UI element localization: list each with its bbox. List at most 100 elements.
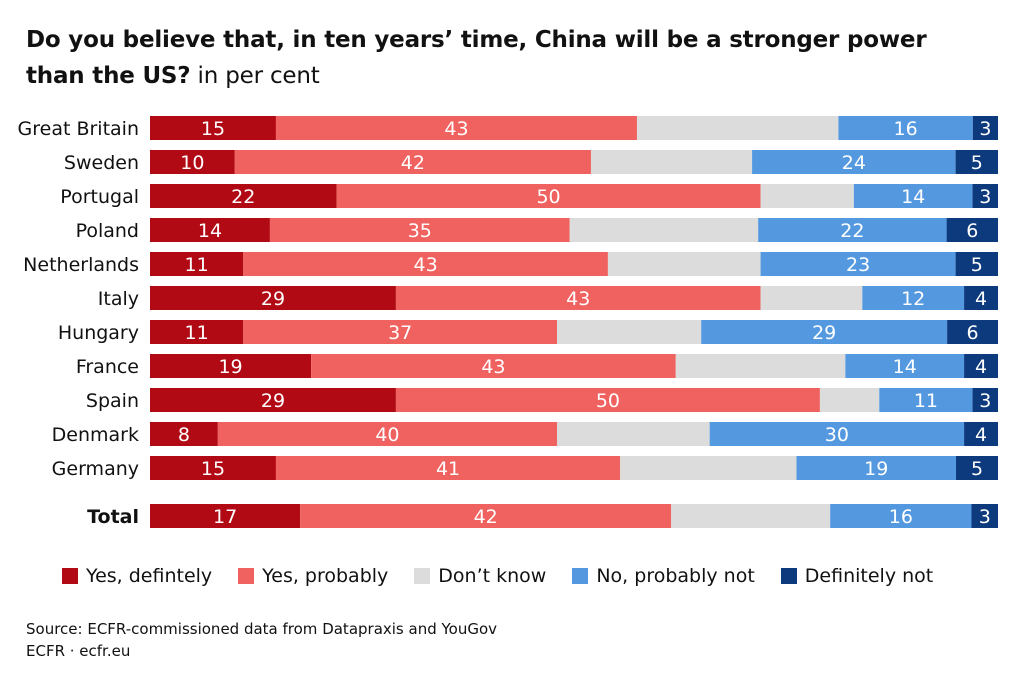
legend-label: Definitely not [804, 565, 934, 587]
chart-title-unit: in per cent [190, 63, 320, 89]
data-label: 8 [178, 424, 190, 446]
category-label: Sweden [64, 152, 139, 174]
bar-segment [760, 286, 863, 310]
bar-segment [838, 116, 973, 140]
bar-segment [150, 354, 312, 378]
data-label: 3 [979, 506, 991, 528]
bar-segment [862, 286, 965, 310]
bar-segment [557, 422, 710, 446]
data-label: 24 [842, 152, 866, 174]
data-label: 43 [444, 118, 468, 140]
bar-segment [243, 320, 558, 344]
bar-segment [150, 252, 244, 276]
bar-segment [150, 504, 301, 528]
data-label: 15 [201, 118, 225, 140]
category-label: Italy [98, 288, 139, 310]
bar-segment [972, 116, 998, 140]
legend-item-dont-know: Don’t know [414, 565, 546, 587]
data-label: 11 [185, 322, 209, 344]
data-label: 23 [846, 254, 870, 276]
legend-swatch [780, 568, 797, 584]
data-label: 6 [967, 322, 979, 344]
data-label: 3 [979, 390, 991, 412]
bar-segment [752, 150, 956, 174]
category-label: Germany [52, 458, 139, 480]
bar-segment [701, 320, 948, 344]
bar-segment [150, 388, 396, 412]
bar-segment [964, 354, 998, 378]
data-label: 19 [218, 356, 242, 378]
data-label: 29 [261, 288, 285, 310]
bar-segment [796, 456, 957, 480]
category-label: Great Britain [18, 118, 139, 140]
bar-segment [234, 150, 591, 174]
data-label: 17 [213, 506, 237, 528]
source-note: Source: ECFR-commissioned data from Data… [26, 618, 497, 662]
bar-segment [845, 354, 965, 378]
category-label: Poland [76, 220, 139, 242]
bar-segment [620, 456, 797, 480]
bar-segment [150, 116, 276, 140]
category-label: Hungary [58, 322, 139, 344]
category-label: Spain [86, 390, 139, 412]
legend-swatch [238, 568, 255, 584]
bar-segment [150, 218, 270, 242]
data-label: 5 [971, 254, 983, 276]
bar-segment [830, 504, 972, 528]
legend-item-yes-probably: Yes, probably [238, 565, 388, 587]
data-label: 41 [436, 458, 460, 480]
data-label: 11 [185, 254, 209, 276]
data-label: 43 [481, 356, 505, 378]
category-label: Netherlands [23, 254, 139, 276]
data-label: 14 [198, 220, 222, 242]
chart-legend: Yes, defintely Yes, probably Don’t know … [62, 562, 959, 590]
data-label: 42 [401, 152, 425, 174]
data-label: 16 [889, 506, 913, 528]
bar-segment [671, 504, 831, 528]
bar-segment [243, 252, 608, 276]
publisher-line: ECFR · ecfr.eu [26, 642, 131, 660]
data-label: 29 [261, 390, 285, 412]
bar-segment [955, 150, 998, 174]
bar-segment [336, 184, 761, 208]
data-label: 3 [979, 186, 991, 208]
data-label: 35 [408, 220, 432, 242]
data-label: 3 [979, 118, 991, 140]
bar-segment [947, 320, 998, 344]
bar-segment [557, 320, 702, 344]
bar-segment [150, 456, 276, 480]
data-label: 14 [901, 186, 925, 208]
data-label: 10 [180, 152, 204, 174]
data-label: 22 [231, 186, 255, 208]
bar-segment [819, 388, 880, 412]
bar-segment [150, 184, 337, 208]
data-label: 50 [596, 390, 620, 412]
bar-segment [955, 252, 998, 276]
data-label: 30 [825, 424, 849, 446]
data-label: 22 [840, 220, 864, 242]
data-label: 16 [894, 118, 918, 140]
legend-swatch [572, 568, 589, 584]
bar-segment [964, 422, 998, 446]
bar-segment [758, 218, 947, 242]
legend-label: Yes, defintely [86, 565, 213, 587]
category-label: Total [87, 506, 139, 528]
bar-segment [972, 388, 998, 412]
bar-segment [607, 252, 761, 276]
data-label: 50 [536, 186, 560, 208]
bar-segment [636, 116, 839, 140]
data-label: 11 [914, 390, 938, 412]
bar-segment [217, 422, 558, 446]
data-label: 19 [864, 458, 888, 480]
bar-segment [760, 184, 854, 208]
legend-swatch [62, 568, 78, 584]
legend-item-definitely-not: Definitely not [780, 565, 934, 587]
bar-segment [275, 456, 621, 480]
data-label: 42 [474, 506, 498, 528]
bar-segment [269, 218, 570, 242]
bar-segment [395, 286, 761, 310]
bar-segment [150, 320, 244, 344]
chart-title-question: Do you believe that, in ten years’ time,… [26, 27, 927, 89]
data-label: 43 [566, 288, 590, 310]
